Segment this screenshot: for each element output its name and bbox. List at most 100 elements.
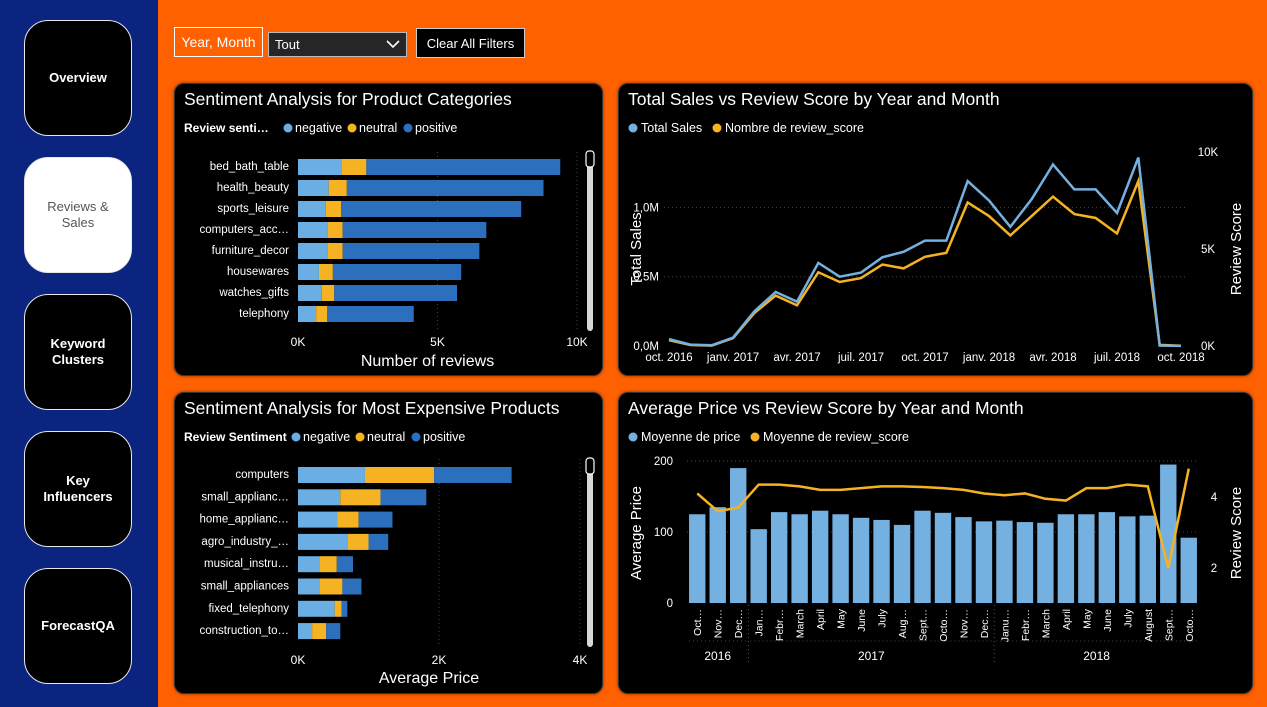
chart3-legend-dot [628, 432, 638, 442]
chart3-x-tick: May [1081, 608, 1093, 629]
chart0-x-tick: 5K [430, 335, 445, 349]
chart2-legend-dot [291, 432, 301, 442]
chart3-x-tick: Febr… [1020, 609, 1032, 641]
chart3-bar [1180, 537, 1197, 603]
chart0-bar-neutral [341, 159, 367, 175]
chart3-x-tick: Dec… [733, 609, 745, 638]
chart0-legend-dot [403, 123, 413, 133]
chart3-bar [996, 520, 1013, 603]
chart2-bar-positive [342, 578, 362, 595]
scrollbar[interactable] [587, 459, 593, 647]
chart2-bar-positive [368, 533, 389, 550]
chart3-x-tick: Sept… [918, 609, 930, 641]
chart3-x-tick: July [877, 608, 889, 627]
chart3-bar [1078, 514, 1095, 603]
chart0-legend-item: positive [415, 121, 457, 135]
scrollbar-thumb[interactable] [585, 150, 595, 168]
chart1-y-tick-left: 1,0M [633, 202, 659, 214]
chart3-x-tick: March [1040, 609, 1052, 638]
sentiment-categories-chart: Sentiment Analysis for Product Categorie… [184, 89, 595, 370]
chart2-x-label: Average Price [379, 670, 479, 687]
chart2-category-label: fixed_telephony [208, 603, 289, 615]
nav-overview-button[interactable]: Overview [24, 20, 132, 136]
chart2-bar-negative [298, 578, 320, 595]
select-value: Tout [275, 37, 300, 52]
chart1-legend-dot [712, 123, 722, 133]
year-month-select[interactable]: Tout [268, 32, 407, 57]
chart3-x-tick: August [1143, 609, 1155, 642]
chart0-legend-title: Review senti… [184, 121, 269, 135]
chart1-y-label-right: Review Score [1228, 203, 1245, 296]
chart3-legend-item: Moyenne de review_score [763, 430, 909, 444]
chart0-category-label: computers_acc… [200, 224, 289, 236]
sentiment-expensive-chart: Sentiment Analysis for Most Expensive Pr… [184, 398, 595, 687]
chart0-bar-negative [298, 180, 329, 196]
chart0-category-label: health_beauty [217, 182, 290, 194]
chart2-legend-item: positive [423, 430, 465, 444]
chart0-bar-neutral [316, 306, 328, 322]
chart2-bar-positive [434, 467, 512, 483]
chart0-category-label: furniture_decor [212, 245, 290, 257]
chart0-legend-dot [283, 123, 293, 133]
chart3-y-label-left: Average Price [628, 486, 645, 580]
nav-keyword-clusters-label: Keyword Clusters [50, 336, 106, 367]
chart2-bar-positive [358, 511, 393, 528]
chart3-x-tick: Febr… [774, 609, 786, 641]
chart1-legend-item: Nombre de review_score [725, 121, 864, 135]
clear-filters-button[interactable]: Clear All Filters [416, 28, 525, 58]
chart0-category-label: watches_gifts [218, 287, 289, 299]
chart2-category-label: construction_to… [200, 625, 290, 637]
chart0-bar-positive [332, 264, 462, 280]
chart1-x-tick: oct. 2018 [1157, 352, 1204, 364]
chart3-bar [934, 512, 952, 603]
chart2-category-label: musical_instru… [204, 558, 289, 570]
chart3-year-label: 2016 [704, 649, 731, 663]
chart1-x-tick: janv. 2017 [706, 352, 759, 364]
chart2-x-tick: 2K [432, 653, 447, 667]
chart3-bar [709, 507, 726, 603]
chart3-x-tick: Octo… [938, 609, 950, 642]
chart1-y-tick-right: 0K [1201, 341, 1215, 353]
chart0-title: Sentiment Analysis for Product Categorie… [184, 89, 512, 109]
price-vs-score-panel: Average Price vs Review Score by Year an… [618, 392, 1253, 694]
chart3-bar [914, 510, 931, 603]
chart2-bar-negative [298, 467, 365, 483]
chart2-legend-dot [355, 432, 365, 442]
chart0-bar-neutral [327, 222, 343, 238]
chart0-bar-positive [327, 306, 414, 322]
chart2-legend-item: negative [303, 430, 350, 444]
chart3-x-tick: Nov… [713, 609, 725, 638]
sidebar: Overview Reviews & Sales Keyword Clusters … [0, 0, 158, 707]
chart3-x-tick: March [795, 609, 807, 638]
scrollbar-thumb[interactable] [585, 457, 595, 475]
chart1-x-tick: avr. 2018 [1029, 352, 1076, 364]
chart1-y-label-left: Total Sales [628, 212, 645, 285]
sales-vs-score-panel: Total Sales vs Review Score by Year and … [618, 83, 1253, 376]
nav-reviews-sales-button[interactable]: Reviews & Sales [24, 157, 132, 273]
chart1-title: Total Sales vs Review Score by Year and … [628, 89, 1000, 109]
chart2-bar-neutral [340, 489, 381, 506]
chart3-x-tick: April [815, 609, 827, 630]
chart3-legend-item: Moyenne de price [641, 430, 740, 444]
nav-key-influencers-button[interactable]: Key Influencers [24, 431, 132, 547]
chart1-x-tick: juil. 2018 [1093, 352, 1140, 364]
nav-reviews-sales-label: Reviews & Sales [47, 199, 109, 230]
chart2-bar-neutral [319, 556, 337, 573]
chart0-bar-positive [342, 222, 487, 238]
chart0-bar-positive [346, 180, 544, 196]
nav-forecastqa-button[interactable]: ForecastQA [24, 568, 132, 684]
chart1-line-total-sales [668, 157, 1182, 348]
chart2-category-label: agro_industry_… [201, 536, 289, 548]
nav-forecastqa-label: ForecastQA [41, 618, 115, 633]
nav-overview-label: Overview [49, 70, 107, 85]
chart0-x-label: Number of reviews [361, 353, 494, 370]
year-month-filter-label[interactable]: Year, Month [174, 27, 263, 57]
nav-keyword-clusters-button[interactable]: Keyword Clusters [24, 294, 132, 410]
chart2-legend-item: neutral [367, 430, 405, 444]
chart3-x-tick: June [856, 609, 868, 632]
chart2-bar-neutral [364, 467, 435, 483]
chart2-x-tick: 0K [291, 653, 306, 667]
scrollbar[interactable] [587, 152, 593, 331]
chart1-y-tick-right: 10K [1198, 147, 1219, 159]
chart3-bar [1098, 512, 1116, 603]
